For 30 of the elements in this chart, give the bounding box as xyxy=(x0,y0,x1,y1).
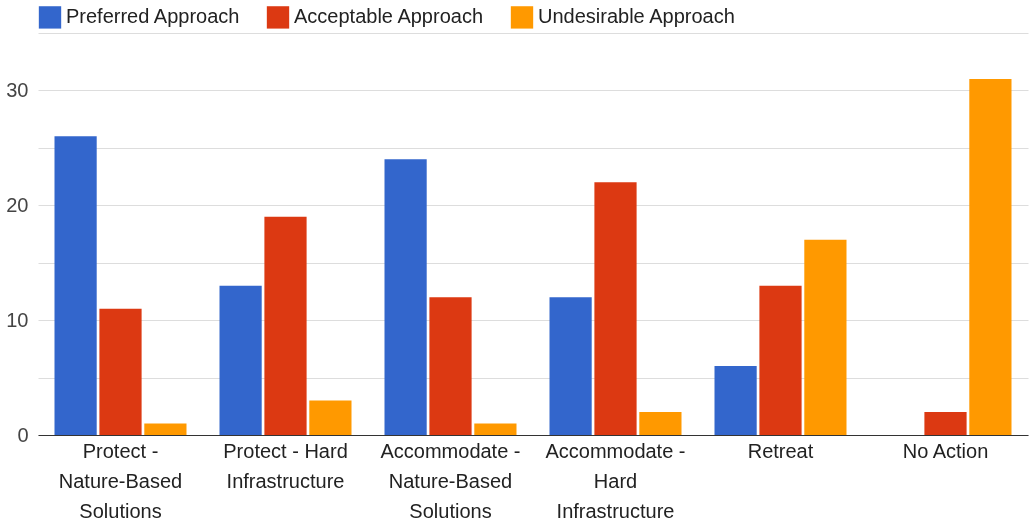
bar xyxy=(924,412,967,435)
y-tick-label: 0 xyxy=(17,423,29,446)
bar xyxy=(309,400,352,435)
bar xyxy=(429,297,472,435)
y-tick-label: 20 xyxy=(6,193,29,216)
x-tick-label: Protect - Nature-Based Solutions xyxy=(58,439,183,522)
bar xyxy=(384,159,427,435)
bar xyxy=(474,423,517,435)
bar xyxy=(969,78,1012,435)
legend-label: Acceptable Approach xyxy=(294,5,484,28)
bar xyxy=(219,285,262,435)
x-tick-label: Protect - Hard Infrastructure xyxy=(223,439,348,492)
bar xyxy=(639,412,682,435)
bar xyxy=(714,366,757,435)
y-tick-label: 10 xyxy=(6,308,29,331)
bar xyxy=(144,423,187,435)
bar xyxy=(759,285,802,435)
x-tick-label: Retreat xyxy=(747,439,814,462)
x-tick-label: Accommodate - Hard Infrastructure xyxy=(545,439,686,522)
x-tick-label: No Action xyxy=(902,439,989,462)
bar xyxy=(54,136,97,435)
bar xyxy=(549,297,592,435)
bar xyxy=(594,182,637,435)
legend-label: Preferred Approach xyxy=(66,5,240,28)
bar xyxy=(264,216,307,435)
y-tick-label: 30 xyxy=(6,78,29,101)
x-tick-label: Accommodate - Nature-Based Solutions xyxy=(380,439,521,522)
bar xyxy=(804,239,847,435)
legend-label: Undesirable Approach xyxy=(538,5,735,28)
bar xyxy=(99,308,142,435)
